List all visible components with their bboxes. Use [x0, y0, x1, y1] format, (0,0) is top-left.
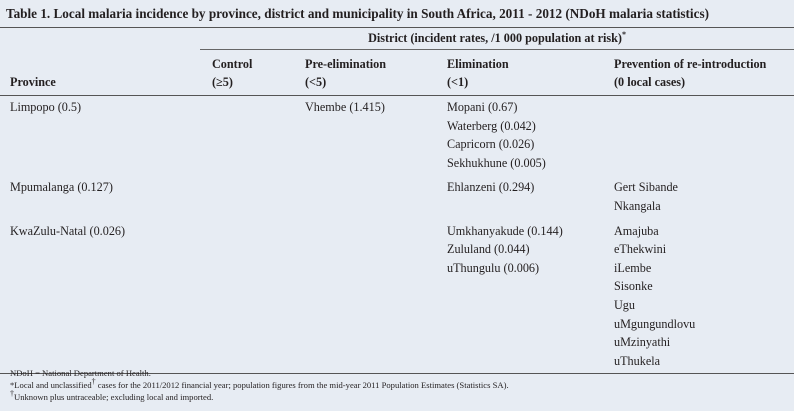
empty [0, 29, 200, 50]
cell [200, 176, 297, 219]
district: Waterberg (0.042) [447, 118, 536, 133]
column-sub: (<5) [305, 75, 327, 89]
column-sub: (0 local cases) [614, 75, 686, 89]
footnotes: NDoH = National Department of Health. *L… [10, 367, 509, 404]
district: Gert Sibande [614, 180, 678, 195]
district: uThukela [614, 353, 661, 368]
cell: KwaZulu-Natal (0.026) [0, 219, 200, 375]
column-header: Control (≥5) [200, 49, 297, 96]
column-header: Province [0, 49, 200, 96]
district: Nkangala [614, 198, 661, 213]
footnote: †Unknown plus untraceable; excluding loc… [10, 389, 509, 403]
cell: Umkhanyakude (0.144) Zululand (0.044) uThu… [439, 219, 605, 375]
district: Sekhukhune (0.005) [447, 155, 546, 170]
column-label: Province [10, 75, 56, 89]
district: Zululand (0.044) [447, 242, 530, 257]
cell [297, 219, 439, 375]
province: Mpumalanga (0.127) [10, 180, 113, 195]
footnote: NDoH = National Department of Health. [10, 367, 509, 379]
cell: Gert Sibande Nkangala [605, 176, 794, 219]
cell [297, 176, 439, 219]
cell: Mopani (0.67) Waterberg (0.042) Capricorn … [439, 96, 605, 177]
table-body: Limpopo (0.5) Vhembe (1.415) Mopani (0.67)… [0, 96, 794, 375]
footnote-mark: † [91, 377, 96, 387]
column-header: Pre-elimination (<5) [297, 49, 439, 96]
column-label: Pre-elimination [305, 57, 387, 71]
district: Vhembe (1.415) [305, 100, 385, 114]
cell [200, 96, 297, 177]
district: uThungulu (0.006) [447, 260, 540, 275]
district: Capricorn (0.026) [447, 137, 535, 152]
cell: Limpopo (0.5) [0, 96, 200, 177]
table-row: KwaZulu-Natal (0.026) Umkhanyakude (0.144… [0, 219, 794, 375]
group-header-mark: * [621, 29, 626, 39]
group-header-text: District (incident rates, /1 000 populat… [368, 31, 622, 45]
group-header: District (incident rates, /1 000 populat… [200, 29, 794, 50]
cell [605, 96, 794, 177]
cell: Mpumalanga (0.127) [0, 176, 200, 219]
district: Mopani (0.67) [447, 100, 518, 114]
footnote-text: Unknown plus untraceable; excluding loca… [14, 392, 214, 403]
table-row: Limpopo (0.5) Vhembe (1.415) Mopani (0.67)… [0, 96, 794, 177]
column-label: Elimination [447, 57, 509, 71]
province: KwaZulu-Natal (0.026) [10, 223, 126, 238]
district: Amajuba [614, 223, 659, 238]
footnote-text: NDoH = National Department of Health. [10, 368, 151, 378]
table-title: Table 1. Local malaria incidence by prov… [6, 6, 709, 21]
column-label: Prevention of re-introduction [614, 57, 767, 71]
column-header: Prevention of re-introduction (0 local ca… [605, 49, 794, 96]
column-header: Elimination (<1) [439, 49, 605, 96]
district: iLembe [614, 260, 652, 275]
footnote-mark: † [10, 389, 14, 399]
column-sub: (≥5) [212, 75, 233, 89]
cell [200, 219, 297, 375]
table-row: Mpumalanga (0.127) Ehlanzeni (0.294) Gert … [0, 176, 794, 219]
province: Limpopo (0.5) [10, 100, 82, 114]
footnote-text: *Local and unclassified [10, 380, 92, 391]
district: uMgungundlovu [614, 316, 696, 331]
cell: Amajuba eThekwini iLembe Sisonke Ugu uMgungun… [605, 219, 794, 375]
table: District (incident rates, /1 000 populat… [0, 29, 794, 375]
district: Ehlanzeni (0.294) [447, 180, 535, 195]
column-label: Control [212, 57, 253, 71]
column-sub: (<1) [447, 75, 469, 89]
rule [0, 27, 794, 28]
footnote-text: cases for the 2011/2012 financial year; … [97, 380, 509, 391]
cell: Ehlanzeni (0.294) [439, 176, 605, 219]
cell: Vhembe (1.415) [297, 96, 439, 177]
district: Ugu [614, 297, 635, 312]
district: uMzinyathi [614, 335, 671, 350]
district: Sisonke [614, 279, 653, 294]
district: eThekwini [614, 242, 667, 257]
district: Umkhanyakude (0.144) [447, 223, 563, 238]
footnote: *Local and unclassified† cases for the 2… [10, 377, 509, 391]
